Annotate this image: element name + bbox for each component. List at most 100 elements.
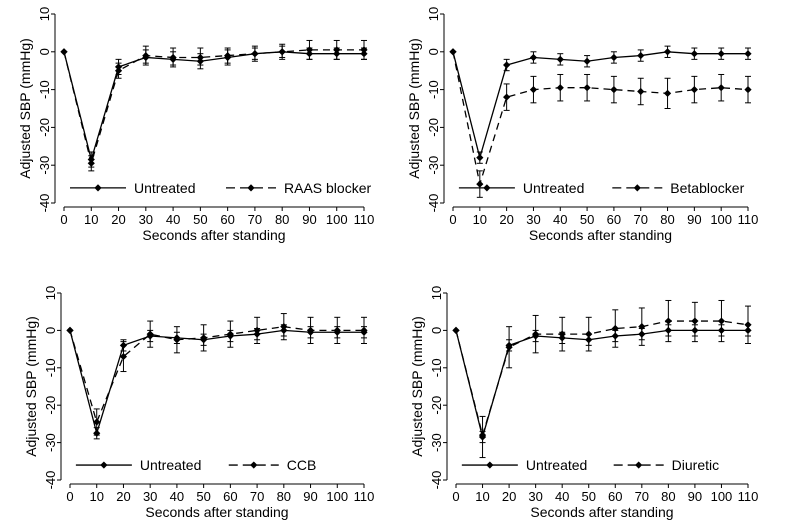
chart-panel-3: 0 10 20 30 40 50 60 70 80 90 100 110100-10-20-30-40… xyxy=(23,286,374,520)
data-point xyxy=(142,51,150,60)
data-point xyxy=(529,53,538,62)
series-diuretic xyxy=(452,299,752,459)
data-point xyxy=(226,330,234,338)
legend-marker xyxy=(633,184,641,192)
data-point xyxy=(452,326,460,334)
chart-panel-4: 0 10 20 30 40 50 60 70 80 90 100 110100-10-20-30-40… xyxy=(409,286,758,520)
legend-label: Diuretic xyxy=(672,457,719,473)
legend: Untreated CCB xyxy=(75,457,317,473)
y-tick-label: 10 xyxy=(43,286,58,300)
series-line xyxy=(63,51,364,162)
data-point xyxy=(505,343,513,351)
data-point xyxy=(87,159,95,167)
series-raas-blocker xyxy=(60,39,368,172)
series-line xyxy=(63,49,364,166)
series-untreated xyxy=(449,45,752,164)
data-point xyxy=(583,84,591,92)
x-tick-label: 60 xyxy=(607,212,621,227)
x-tick-label: 30 xyxy=(143,489,157,504)
series-line xyxy=(69,326,364,425)
y-tick-label: -40 xyxy=(429,471,444,490)
series-line xyxy=(452,51,749,185)
y-tick-label: -30 xyxy=(37,156,52,175)
series-untreated xyxy=(452,324,752,444)
data-point xyxy=(66,326,74,334)
chart-panel-2: 0 10 20 30 40 50 60 70 80 90 100 110100-10-20-30-40… xyxy=(406,7,758,243)
x-tick-label: 20 xyxy=(116,489,130,504)
legend-label: CCB xyxy=(287,457,317,473)
x-tick-label: 40 xyxy=(555,489,569,504)
x-tick-label: 90 xyxy=(687,212,701,227)
y-tick-label: 0 xyxy=(426,48,441,55)
data-point xyxy=(478,431,487,439)
x-tick-label: 110 xyxy=(354,489,375,504)
legend-marker xyxy=(247,184,255,192)
y-tick-label: -20 xyxy=(43,396,58,415)
data-point xyxy=(305,46,314,54)
x-axis-title: Seconds after standing xyxy=(529,227,672,243)
x-tick-label: 110 xyxy=(354,212,375,227)
y-tick-label: 0 xyxy=(429,327,444,334)
data-point xyxy=(360,326,368,334)
y-tick-label: -40 xyxy=(43,471,58,490)
y-axis-title: Adjusted SBP (mmHg) xyxy=(409,316,425,457)
chart-panel-1: 0 10 20 30 40 50 60 70 80 90 100 110100-10-20-30-40… xyxy=(17,7,374,243)
data-point xyxy=(556,55,564,63)
x-tick-label: 10 xyxy=(84,212,98,227)
y-tick-label: -10 xyxy=(426,80,441,99)
y-tick-label: -30 xyxy=(429,433,444,452)
legend: Untreated Betablocker xyxy=(458,180,745,196)
y-tick-label: -20 xyxy=(426,118,441,137)
legend-label: Untreated xyxy=(140,457,201,473)
series-betablocker xyxy=(449,48,752,198)
data-point xyxy=(93,418,101,426)
x-tick-label: 90 xyxy=(688,489,702,504)
x-tick-label: 10 xyxy=(89,489,103,504)
data-point xyxy=(280,323,288,331)
x-tick-label: 100 xyxy=(326,212,348,227)
x-tick-label: 10 xyxy=(473,212,487,227)
y-tick-label: -30 xyxy=(43,433,58,452)
x-tick-label: 100 xyxy=(710,212,732,227)
data-point xyxy=(251,50,259,58)
series-untreated xyxy=(60,45,368,168)
data-point xyxy=(532,330,540,338)
data-point xyxy=(744,321,752,329)
x-tick-label: 50 xyxy=(196,489,210,504)
legend-label: RAAS blocker xyxy=(284,180,371,196)
data-point xyxy=(333,46,341,54)
x-tick-label: 40 xyxy=(166,212,180,227)
x-tick-label: 110 xyxy=(738,489,759,504)
data-point xyxy=(476,180,484,188)
x-tick-label: 20 xyxy=(111,212,125,227)
x-tick-label: 50 xyxy=(580,212,594,227)
data-point xyxy=(278,48,286,56)
data-point xyxy=(638,323,646,331)
y-tick-label: -10 xyxy=(43,358,58,377)
data-point xyxy=(610,53,618,62)
data-point xyxy=(611,324,619,333)
y-tick-label: 10 xyxy=(426,7,441,21)
x-tick-label: 0 xyxy=(449,212,456,227)
x-tick-label: 50 xyxy=(581,489,595,504)
data-point xyxy=(690,86,698,94)
data-point xyxy=(556,84,564,92)
x-tick-label: 110 xyxy=(738,212,759,227)
data-point xyxy=(717,317,726,325)
x-tick-label: 90 xyxy=(302,212,316,227)
series-line xyxy=(455,320,749,438)
legend: Untreated RAAS blocker xyxy=(70,180,371,196)
data-point xyxy=(146,330,154,338)
legend-label: Untreated xyxy=(526,457,587,473)
y-tick-label: -10 xyxy=(429,358,444,377)
data-point xyxy=(200,334,208,342)
data-point xyxy=(476,154,484,162)
y-tick-label: -40 xyxy=(426,194,441,213)
x-tick-label: 70 xyxy=(633,212,647,227)
data-point xyxy=(360,46,368,54)
x-tick-label: 100 xyxy=(711,489,733,504)
x-tick-label: 0 xyxy=(60,212,67,227)
x-tick-label: 60 xyxy=(608,489,622,504)
x-tick-label: 30 xyxy=(526,212,540,227)
